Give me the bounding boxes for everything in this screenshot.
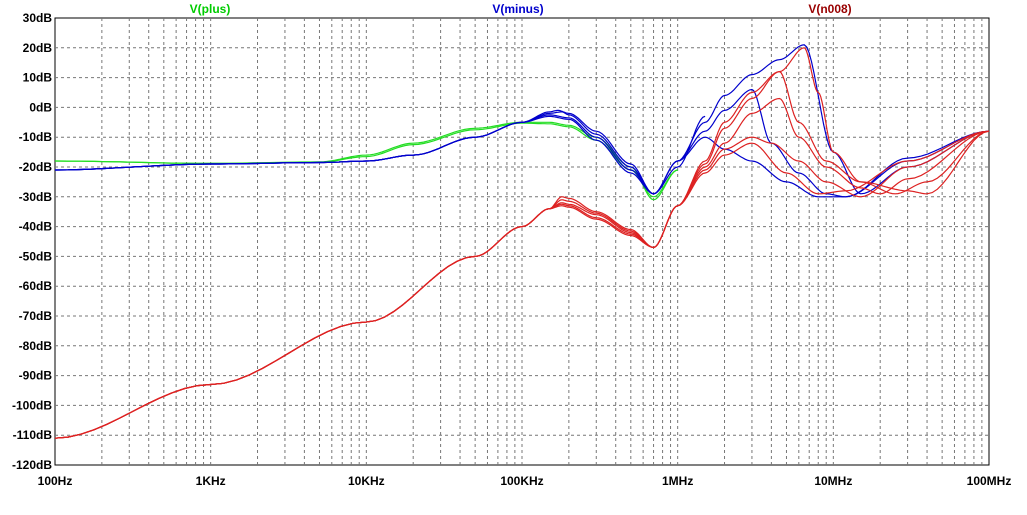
- y-tick-label: -10dB: [19, 130, 53, 144]
- x-tick-label: 100KHz: [500, 474, 543, 488]
- y-tick-label: -100dB: [12, 398, 52, 412]
- x-tick-label: 1KHz: [196, 474, 226, 488]
- y-tick-label: -40dB: [19, 220, 53, 234]
- y-tick-label: 10dB: [23, 71, 53, 85]
- y-axis-ticks: 30dB 20dB 10dB 0dB -10dB -20dB -30dB -40dB -50dB…: [12, 11, 52, 472]
- x-tick-label: 10KHz: [348, 474, 385, 488]
- curves: [54, 44, 990, 439]
- x-tick-label: 10MHz: [814, 474, 852, 488]
- y-tick-label: -70dB: [19, 309, 53, 323]
- series-line-5: [54, 115, 990, 198]
- y-tick-label: -110dB: [13, 428, 53, 442]
- legend-entry: V(minus): [492, 2, 543, 16]
- y-tick-label: 20dB: [23, 41, 53, 55]
- y-tick-label: -20dB: [19, 160, 53, 174]
- x-axis-ticks: 100Hz 1KHz 10KHz 100KHz 1MHz 10MHz 100MHz: [38, 474, 1012, 488]
- legend: V(plus) V(minus) V(n008): [190, 2, 852, 16]
- x-tick-label: 100MHz: [967, 474, 1012, 488]
- y-tick-label: -80dB: [19, 339, 53, 353]
- y-tick-label: -50dB: [19, 249, 53, 263]
- y-tick-label: -120dB: [12, 458, 52, 472]
- grid: [55, 18, 989, 465]
- series-line-10: [54, 130, 990, 439]
- legend-entry: V(plus): [190, 2, 231, 16]
- y-tick-label: 0dB: [29, 100, 52, 114]
- x-tick-label: 1MHz: [662, 474, 693, 488]
- y-tick-label: 30dB: [23, 11, 53, 25]
- y-tick-label: -60dB: [19, 279, 53, 293]
- series-line-8: [54, 97, 990, 439]
- y-tick-label: -30dB: [19, 190, 53, 204]
- x-tick-label: 100Hz: [38, 474, 73, 488]
- y-tick-label: -90dB: [19, 369, 53, 383]
- legend-entry: V(n008): [808, 2, 851, 16]
